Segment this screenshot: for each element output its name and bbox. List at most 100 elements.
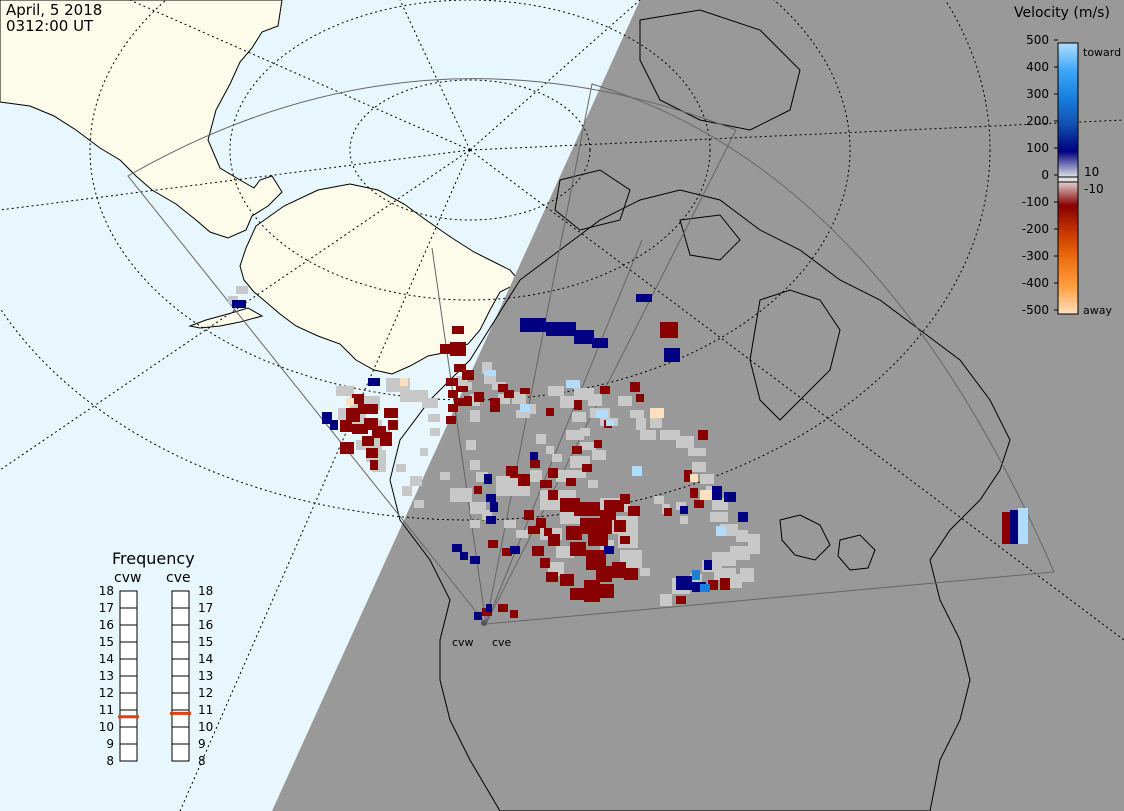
scatter-cell-pos [692, 582, 706, 592]
scatter-cell-pos [452, 544, 462, 552]
scatter-cell-ground [588, 480, 598, 488]
scatter-cell-neg [620, 494, 630, 504]
scatter-cell-ground [748, 534, 760, 554]
frequency-bars [118, 590, 191, 762]
scatter-cell-pos [676, 576, 692, 590]
scatter-cell-pos [704, 560, 712, 570]
frequency-tick-label: 9 [106, 737, 114, 751]
scatter-cell-ground [372, 462, 386, 472]
scatter-cell-neg [614, 520, 626, 532]
frequency-radar-cve: cve [166, 570, 191, 586]
velocity-tick-label: 400 [1026, 60, 1049, 74]
scatter-cell-ground [692, 462, 706, 472]
velocity-tick-label: 500 [1026, 33, 1049, 47]
scatter-cell-pos-mid [692, 570, 700, 580]
scatter-cell-neg [600, 584, 614, 598]
scatter-cell-pos [322, 412, 332, 424]
scatter-cell-neg [708, 580, 718, 590]
scatter-cell-neg [352, 394, 364, 404]
scatter-cell-ground [566, 430, 584, 440]
scatter-cell-neg [636, 394, 644, 402]
scatter-cell-neg [346, 408, 360, 422]
land-siberia [0, 0, 283, 239]
scatter-cell-ground [430, 428, 440, 436]
scatter-cell-neg [574, 400, 582, 410]
scatter-cell-neg [518, 474, 530, 486]
scatter-cell-neg [566, 478, 576, 486]
scatter-cell-neg [358, 404, 378, 414]
scatter-cell-neg [676, 596, 686, 604]
scatter-cell-neg [440, 344, 450, 354]
scatter-cells [228, 286, 1028, 620]
frequency-panel-title: Frequency [112, 549, 195, 568]
title-date: April, 5 2018 [6, 1, 103, 19]
frequency-tick-label: 14 [98, 652, 114, 666]
scatter-cell-neg [546, 408, 554, 416]
scatter-cell-neg [664, 508, 672, 516]
scatter-cell-neg [450, 342, 466, 356]
scatter-cell-ground [470, 520, 480, 528]
frequency-tick-label: 9 [198, 737, 206, 751]
scatter-cell-neg-light [346, 398, 354, 406]
scatter-cell-ground [420, 448, 428, 456]
velocity-tick-label: 200 [1026, 114, 1049, 128]
scatter-cell-ground [482, 362, 492, 374]
frequency-tick-label: 12 [198, 686, 214, 700]
radar-site-marker [481, 620, 487, 626]
scatter-cell-pos-light [520, 404, 530, 412]
scatter-cell-neg [566, 526, 582, 540]
scatter-cell-ground [688, 448, 706, 456]
scatter-cell-ground [728, 574, 742, 588]
scatter-cell-ground [470, 460, 480, 470]
scatter-cell-neg [340, 420, 352, 432]
scatter-cell-neg [540, 480, 552, 488]
scatter-cell-neg [604, 500, 624, 512]
scatter-cell-pos [546, 322, 576, 336]
scatter-cell-ground [504, 520, 516, 528]
scatter-cell-neg [474, 392, 484, 402]
frequency-tick-label: 15 [98, 635, 114, 649]
hudson-bay-outline [749, 289, 841, 421]
scatter-cell-pos [574, 330, 594, 344]
velocity-away-label: away [1083, 304, 1112, 317]
scatter-cell-ground [402, 486, 412, 496]
scatter-cell-pos [330, 420, 338, 430]
scatter-cell-ground [580, 428, 590, 436]
scatter-cell-ground [236, 286, 248, 294]
scatter-cell-neg [380, 432, 392, 446]
scatter-cell-neg [596, 566, 612, 582]
scatter-cell-neg [544, 528, 552, 536]
scatter-cell-neg [530, 460, 540, 468]
scatter-cell-ground [660, 594, 672, 606]
scatter-cell-ground [700, 474, 714, 484]
frequency-tick-label: 14 [198, 652, 214, 666]
scatter-cell-pos [530, 452, 538, 460]
frequency-tick-label: 8 [198, 754, 206, 768]
scatter-cell-neg [464, 396, 472, 406]
velocity-tick-label: -500 [1021, 303, 1049, 317]
velocity-inner-label-pos: 10 [1084, 165, 1100, 179]
scatter-cell-ground [676, 436, 694, 448]
scatter-cell-pos [724, 492, 736, 502]
scatter-cell-ground [552, 454, 562, 462]
land-alaska-peninsula [188, 307, 264, 329]
scatter-cell-ground [580, 442, 596, 450]
scatter-cell-neg-light [690, 474, 698, 482]
frequency-tick-label: 10 [98, 720, 114, 734]
scatter-cell-pos [510, 546, 520, 554]
scatter-cell-neg [498, 604, 508, 612]
frequency-tick-label: 15 [198, 635, 214, 649]
scatter-cell-neg [548, 534, 560, 546]
frequency-tick-label: 13 [98, 669, 114, 683]
scatter-cell-neg [580, 518, 612, 534]
scatter-cell-ground [560, 396, 576, 408]
radar-label-cve: cve [492, 636, 512, 649]
scatter-cell-neg [510, 470, 518, 478]
scatter-cell-ground [470, 410, 480, 422]
scatter-cell-ground [456, 376, 466, 386]
velocity-colorbar [1054, 39, 1079, 315]
scatter-cell-neg [448, 404, 458, 412]
scatter-cell-neg [690, 488, 698, 498]
scatter-cell-neg [684, 470, 692, 482]
